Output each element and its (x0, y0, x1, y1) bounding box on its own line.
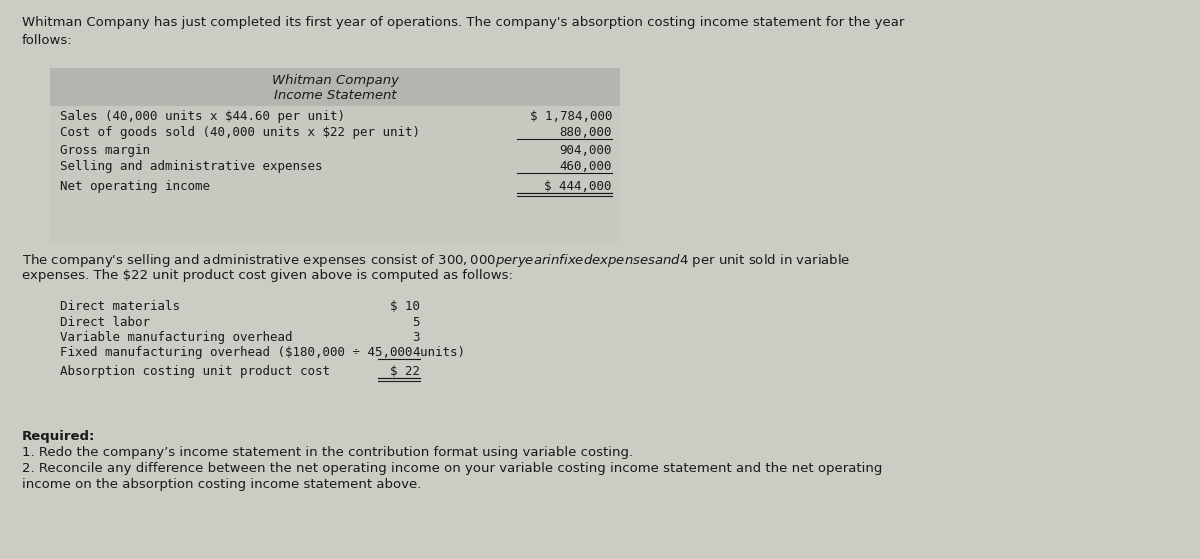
Text: 460,000: 460,000 (559, 160, 612, 173)
Text: Whitman Company has just completed its first year of operations. The company's a: Whitman Company has just completed its f… (22, 16, 905, 29)
Text: 880,000: 880,000 (559, 126, 612, 139)
Bar (50, 68, 620, 106)
Text: 3: 3 (413, 331, 420, 344)
Text: $ 1,784,000: $ 1,784,000 (529, 110, 612, 123)
Text: Variable manufacturing overhead: Variable manufacturing overhead (60, 331, 293, 344)
Text: 2. Reconcile any difference between the net operating income on your variable co: 2. Reconcile any difference between the … (22, 462, 882, 475)
Text: income on the absorption costing income statement above.: income on the absorption costing income … (22, 478, 421, 491)
Text: Selling and administrative expenses: Selling and administrative expenses (60, 160, 323, 173)
Text: Fixed manufacturing overhead ($180,000 ÷ 45,000 units): Fixed manufacturing overhead ($180,000 ÷… (60, 346, 466, 359)
Text: Whitman Company: Whitman Company (271, 74, 398, 87)
Text: Sales (40,000 units x $44.60 per unit): Sales (40,000 units x $44.60 per unit) (60, 110, 346, 123)
Text: The company's selling and administrative expenses consist of $300,000 per year i: The company's selling and administrative… (22, 252, 851, 269)
Text: $ 10: $ 10 (390, 300, 420, 313)
Text: 904,000: 904,000 (559, 144, 612, 157)
Bar (50, 68, 620, 242)
Text: Absorption costing unit product cost: Absorption costing unit product cost (60, 365, 330, 378)
Text: $ 22: $ 22 (390, 365, 420, 378)
Text: 5: 5 (413, 316, 420, 329)
Text: 4: 4 (413, 346, 420, 359)
Text: Required:: Required: (22, 430, 95, 443)
Text: Income Statement: Income Statement (274, 89, 396, 102)
Text: Direct labor: Direct labor (60, 316, 150, 329)
Text: follows:: follows: (22, 34, 73, 47)
Text: Net operating income: Net operating income (60, 180, 210, 193)
Text: $ 444,000: $ 444,000 (545, 180, 612, 193)
Text: 1. Redo the company’s income statement in the contribution format using variable: 1. Redo the company’s income statement i… (22, 446, 634, 459)
Text: Cost of goods sold (40,000 units x $22 per unit): Cost of goods sold (40,000 units x $22 p… (60, 126, 420, 139)
Text: expenses. The $22 unit product cost given above is computed as follows:: expenses. The $22 unit product cost give… (22, 269, 512, 282)
Text: Direct materials: Direct materials (60, 300, 180, 313)
Text: Gross margin: Gross margin (60, 144, 150, 157)
